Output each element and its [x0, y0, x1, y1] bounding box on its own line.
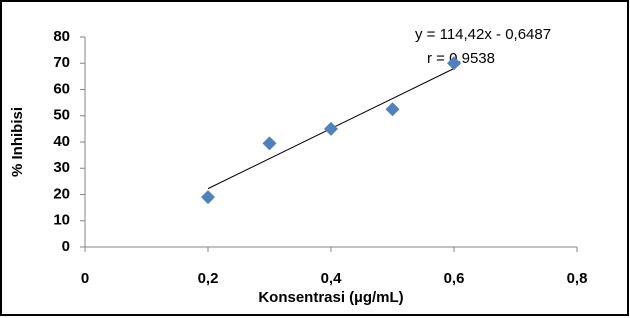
y-tick-label: 30 [53, 159, 70, 176]
y-tick-label: 0 [62, 238, 70, 255]
x-tick-label: 0,4 [321, 270, 343, 287]
data-point [447, 56, 461, 71]
x-tick-label: 0,2 [198, 270, 219, 287]
y-tick-label: 80 [53, 28, 70, 45]
x-tick-label: 0,8 [567, 270, 588, 287]
y-tick-label: 50 [53, 107, 70, 124]
data-point [201, 190, 215, 205]
y-tick-label: 40 [53, 133, 70, 150]
x-tick-label: 0,6 [444, 270, 465, 287]
trend-equation: y = 114,42x - 0,6487 [415, 26, 551, 43]
data-point [385, 102, 400, 117]
y-axis-title: % Inhibisi [9, 107, 26, 177]
y-tick-label: 10 [53, 212, 70, 229]
y-tick-label: 20 [53, 185, 70, 202]
y-tick-label: 70 [53, 54, 70, 71]
y-tick-label: 60 [53, 80, 70, 97]
data-point [262, 136, 277, 151]
trend-r: r = 0,9538 [427, 50, 495, 67]
data-point [324, 121, 338, 136]
x-tick-label: 0 [81, 270, 89, 287]
x-axis-title: Konsentrasi (µg/mL) [258, 289, 403, 306]
